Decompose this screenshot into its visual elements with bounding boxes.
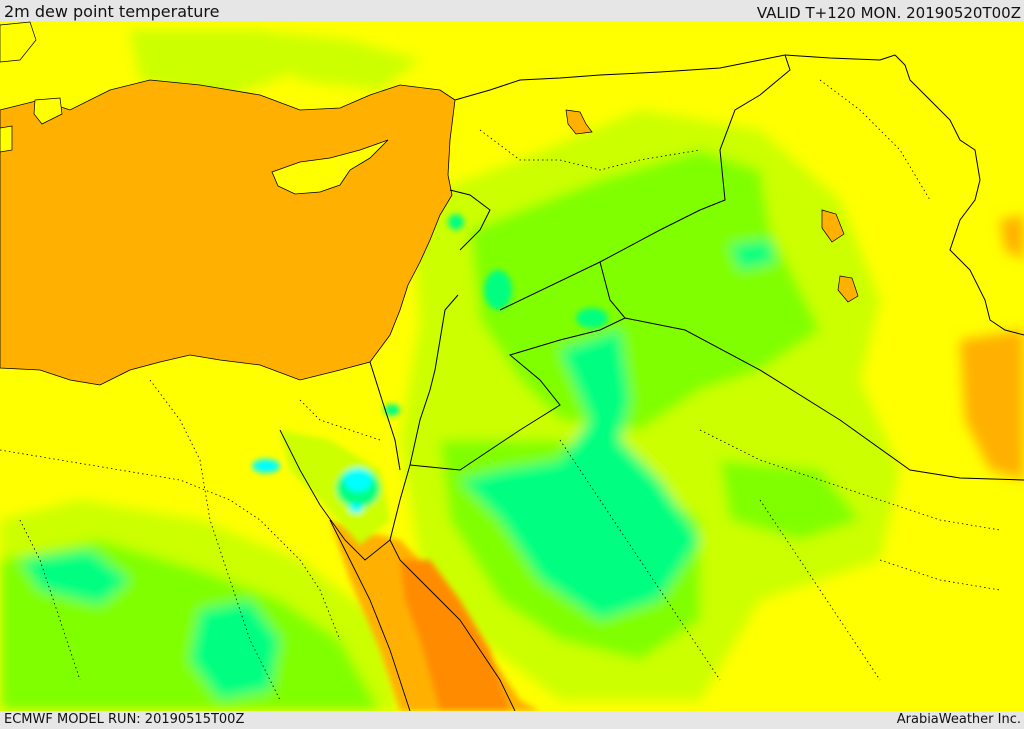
red-sea-field <box>330 520 540 711</box>
field-mint <box>730 240 775 270</box>
east-field <box>960 215 1024 480</box>
dew-point-field <box>0 30 900 711</box>
field-green <box>470 150 820 430</box>
aegean-islands <box>0 21 63 153</box>
cyprus <box>271 139 389 195</box>
dew-point-map <box>0 21 1024 711</box>
lakes <box>565 109 859 303</box>
map-header: 2m dew point temperature VALID T+120 MON… <box>0 0 1024 22</box>
sinai-field <box>252 214 608 545</box>
coastlines <box>279 429 516 711</box>
field-mint <box>190 600 280 700</box>
provider-label: ArabiaWeather Inc. <box>896 712 1021 727</box>
map-footer: ECMWF MODEL RUN: 20190515T00Z ArabiaWeat… <box>0 711 1024 729</box>
field-green <box>720 460 860 540</box>
model-run-label: ECMWF MODEL RUN: 20190515T00Z <box>4 712 245 727</box>
admin-borders <box>0 79 1001 701</box>
country-borders <box>369 54 1024 541</box>
valid-time-label: VALID T+120 MON. 20190520T00Z <box>756 4 1021 22</box>
mediterranean-sea <box>0 79 456 386</box>
field-mint <box>20 550 130 605</box>
field-mint <box>460 330 700 620</box>
map-title: 2m dew point temperature <box>4 2 220 21</box>
field-yellow-green <box>250 30 420 90</box>
